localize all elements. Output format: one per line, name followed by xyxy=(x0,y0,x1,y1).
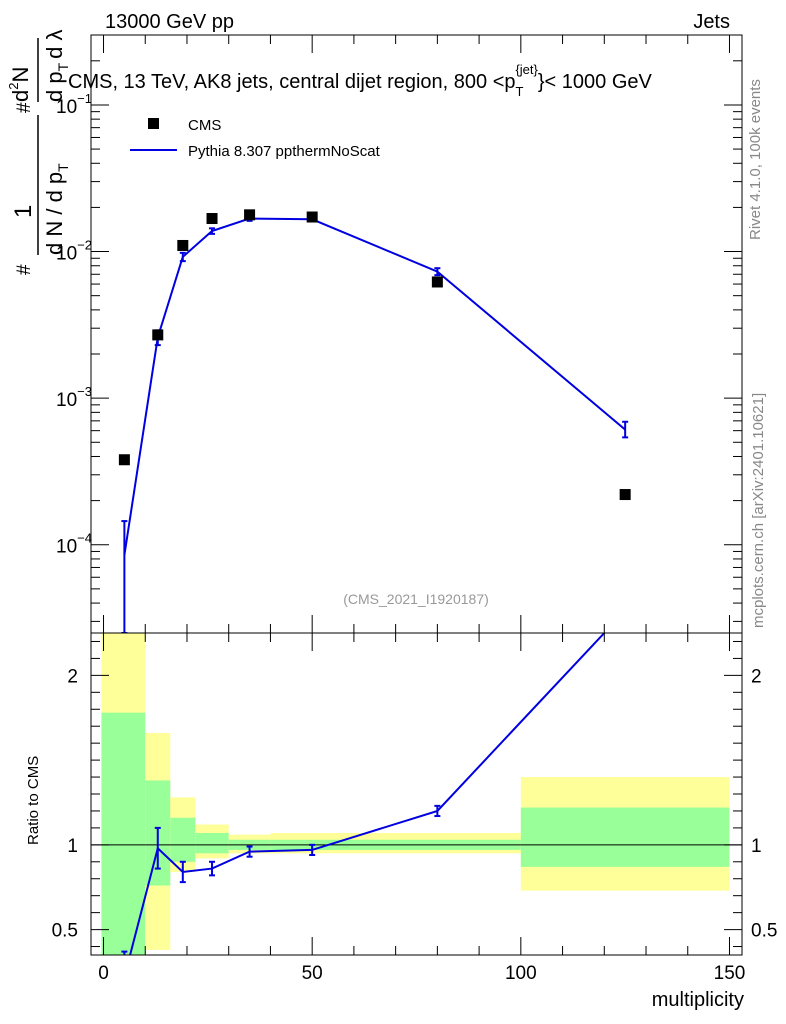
main-ytick-label: 10−4 xyxy=(56,531,92,558)
plot-title: CMS, 13 TeV, AK8 jets, central dijet reg… xyxy=(68,62,653,99)
legend: CMS Pythia 8.307 ppthermNoScat xyxy=(130,117,381,160)
xtick-label: 50 xyxy=(302,963,323,984)
ylabel-den-dp: d p xyxy=(42,71,67,102)
ratio-ytick-label-right: 1 xyxy=(751,836,762,857)
main-ytick-label: 10−3 xyxy=(56,384,92,411)
ylabel-dn-dpt: d N / d pT xyxy=(42,163,71,255)
cms-point xyxy=(244,209,256,221)
main-ytick-base: 10 xyxy=(56,97,77,118)
ratio-ylabel: Ratio to CMS xyxy=(25,756,42,845)
cms-point xyxy=(306,211,318,223)
ratio-ytick-label: 1 xyxy=(67,836,78,857)
x-axis-label: multiplicity xyxy=(652,989,744,1011)
legend-marker-cms xyxy=(148,118,159,129)
ylabel-dn-text: d N / d p xyxy=(42,172,67,255)
ratio-band-inner xyxy=(170,817,196,862)
ylabel-den: d pTd λ xyxy=(42,29,71,102)
ratio-band-inner xyxy=(195,832,229,854)
ratio-mc-curve xyxy=(129,633,606,955)
ratio-band-inner xyxy=(101,712,146,955)
xtick-label: 150 xyxy=(714,963,746,984)
ylabel-num: d2N xyxy=(6,67,33,102)
main-ytick-base: 10 xyxy=(56,244,77,265)
plot-title-tail: }< 1000 GeV xyxy=(538,71,653,93)
ylabel-dn-sub: T xyxy=(55,163,71,172)
xtick-label: 0 xyxy=(98,963,109,984)
ylabel-hash-2: # xyxy=(14,102,35,113)
ratio-ytick-label: 0.5 xyxy=(52,921,78,942)
main-ytick-label: 10−1 xyxy=(56,91,92,118)
main-ytick-base: 10 xyxy=(56,390,77,411)
main-ytick-labels: 10−110−210−310−4 xyxy=(56,91,92,558)
legend-label-cms: CMS xyxy=(188,117,221,134)
plot-title-sup: {jet} xyxy=(515,62,538,77)
main-ticks xyxy=(91,35,742,633)
main-panel: 10−110−210−310−4 (CMS_2021_I1920187) CMS… xyxy=(6,29,743,634)
cms-point xyxy=(619,489,631,501)
legend-label-mc: Pythia 8.307 ppthermNoScat xyxy=(188,143,381,160)
cms-point xyxy=(118,454,130,466)
ylabel-one: 1 xyxy=(10,205,37,218)
watermark: (CMS_2021_I1920187) xyxy=(343,591,489,607)
ratio-ytick-label: 2 xyxy=(67,666,78,687)
main-ylabel: # 1 d N / d pT # d2N d pTd λ xyxy=(6,29,71,275)
main-ytick-base: 10 xyxy=(56,537,77,558)
ratio-ytick-label-right: 0.5 xyxy=(751,921,777,942)
ylabel-num-d: d xyxy=(8,90,33,102)
mc-curve xyxy=(123,217,626,556)
main-ytick-exp: −4 xyxy=(77,531,92,546)
rivet-credit: Rivet 4.1.0, 100k events xyxy=(747,79,764,240)
ratio-ytick-label-right: 2 xyxy=(751,666,762,687)
ylabel-hash-1: # xyxy=(14,264,35,275)
main-ytick-exp: −2 xyxy=(77,238,92,253)
xtick-label: 100 xyxy=(505,963,537,984)
plot-title-main: CMS, 13 TeV, AK8 jets, central dijet reg… xyxy=(68,71,516,93)
header-right: Jets xyxy=(693,11,730,33)
cms-point xyxy=(152,329,164,341)
cms-point xyxy=(177,239,189,251)
ylabel-den-dl: d λ xyxy=(42,29,67,58)
plot-title-sub: T xyxy=(516,84,524,99)
main-ytick-label: 10−2 xyxy=(56,238,92,265)
header-left: 13000 GeV pp xyxy=(105,11,234,33)
main-ytick-exp: −3 xyxy=(77,384,92,399)
mcplots-credit: mcplots.cern.ch [arXiv:2401.10621] xyxy=(750,393,767,628)
ylabel-num-sup: 2 xyxy=(6,83,21,90)
ylabel-den-sub: T xyxy=(55,62,71,71)
ratio-band-inner xyxy=(520,807,730,867)
cms-point xyxy=(206,213,218,225)
ratio-ticks xyxy=(91,633,742,955)
ratio-tick-labels: 0.5 0.5 1 1 2 2 0 50 100 150 xyxy=(52,666,778,984)
ratio-panel: 0.5 0.5 1 1 2 2 0 50 100 150 Ratio to CMS multipl… xyxy=(25,632,778,1011)
cms-point xyxy=(431,276,443,288)
main-ytick-exp: −1 xyxy=(77,91,92,106)
ylabel-num-n: N xyxy=(8,67,33,83)
